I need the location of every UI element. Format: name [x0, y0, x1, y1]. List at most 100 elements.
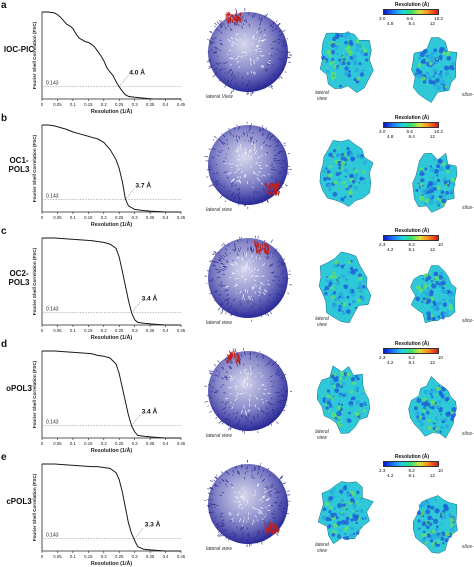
fsc-point [119, 257, 120, 258]
slice-map [409, 376, 457, 438]
fsc-point [97, 355, 98, 356]
fsc-point [116, 248, 117, 249]
fsc-point [144, 323, 145, 324]
fsc-point [125, 286, 126, 287]
x-tick-label: 0 [41, 328, 44, 333]
colorbar-tick: 12 [430, 473, 435, 478]
x-tick-label: 0.35 [146, 102, 155, 107]
fsc-point [103, 142, 104, 143]
fsc-point [103, 60, 104, 61]
fsc-point [122, 181, 123, 182]
colorbar-title: Resolution (Å) [379, 454, 445, 460]
fsc-point [60, 127, 61, 128]
fsc-point [113, 75, 114, 76]
x-tick-label: 0.2 [101, 102, 108, 107]
fsc-point [42, 351, 43, 352]
slice-label: slice- [462, 431, 474, 437]
fsc-point [66, 129, 67, 130]
fsc-point [128, 206, 129, 207]
fsc-point [131, 533, 132, 534]
fsc-point [153, 437, 154, 438]
fsc-curve [42, 238, 181, 325]
fsc-point [54, 464, 55, 465]
lateral-map [319, 252, 371, 323]
x-tick-label: 0.25 [115, 554, 124, 559]
fsc-point [165, 325, 166, 326]
fsc-point [131, 207, 132, 208]
colorbar-tick: 12 [430, 247, 435, 252]
x-tick-label: 0.4 [163, 328, 170, 333]
fsc-point [97, 466, 98, 467]
x-tick-label: 0.25 [115, 441, 124, 446]
annotation-leader [132, 302, 141, 313]
x-tick-label: 0.1 [70, 441, 77, 446]
fsc-point [125, 507, 126, 508]
fsc-point [66, 465, 67, 466]
fsc-point [79, 239, 80, 240]
fsc-point [181, 99, 182, 100]
map-view-label: lateral view [311, 90, 333, 102]
fsc-point [134, 432, 135, 433]
lateral-map [317, 366, 370, 434]
fsc-point [97, 139, 98, 140]
map-view-label: lateral view [311, 542, 333, 554]
fsc-point [66, 239, 67, 240]
fsc-point [181, 551, 182, 552]
fsc-point [110, 358, 111, 359]
fsc-point [116, 159, 117, 160]
colorbar-tick: 4.2 [387, 247, 393, 252]
fsc-point [128, 523, 129, 524]
x-tick-label: 0.45 [177, 215, 186, 220]
lateral-map [320, 31, 373, 92]
fsc-point [66, 24, 67, 25]
colorbar-tick: 8.1 [408, 473, 414, 478]
fsc-point [103, 242, 104, 243]
fsc-curve [42, 351, 181, 438]
x-tick-label: 0 [41, 554, 44, 559]
fsc-point [103, 356, 104, 357]
fsc-point [69, 26, 70, 27]
y-axis-label: Fourier Shell Correlation (FSC) [32, 134, 37, 202]
fsc-point [54, 238, 55, 239]
y-axis-label: Fourier Shell Correlation (FSC) [32, 473, 37, 541]
fsc-point [91, 44, 92, 45]
threshold-label: 0.143 [46, 81, 59, 87]
fsc-point [122, 491, 123, 492]
map-view-label: lateral view [311, 429, 333, 441]
fsc-point [76, 33, 77, 34]
sphere-view-label: lateral view [206, 207, 232, 213]
colorbar-title: Resolution (Å) [379, 115, 445, 121]
colorbar-tick: 4.2 [387, 360, 393, 365]
x-tick-label: 0.2 [101, 328, 108, 333]
fsc-point [54, 13, 55, 14]
slice-map [413, 153, 457, 212]
fsc-point [57, 14, 58, 15]
fsc-point [97, 241, 98, 242]
fsc-point [122, 271, 123, 272]
slice-label: slice- [462, 92, 474, 98]
fsc-point [73, 28, 74, 29]
x-tick-label: 0.1 [70, 554, 77, 559]
colorbar-tick: 4.2 [387, 473, 393, 478]
fsc-point [54, 351, 55, 352]
fsc-point [94, 46, 95, 47]
fsc-point [119, 479, 120, 480]
fsc-point [48, 12, 49, 13]
x-axis-label: Resolution (1/Å) [91, 221, 133, 228]
map-view-label: lateral view [311, 316, 333, 328]
colorbar-tick: 12 [430, 21, 435, 26]
fsc-point [165, 438, 166, 439]
fsc-point [116, 364, 117, 365]
angular-distribution-sphere [204, 121, 292, 209]
fsc-point [122, 387, 123, 388]
x-tick-label: 0.4 [163, 215, 170, 220]
fsc-point [119, 373, 120, 374]
slice-label: slice- [462, 318, 474, 324]
fsc-point [144, 436, 145, 437]
x-tick-label: 0.4 [163, 102, 170, 107]
x-tick-label: 0.15 [84, 102, 93, 107]
